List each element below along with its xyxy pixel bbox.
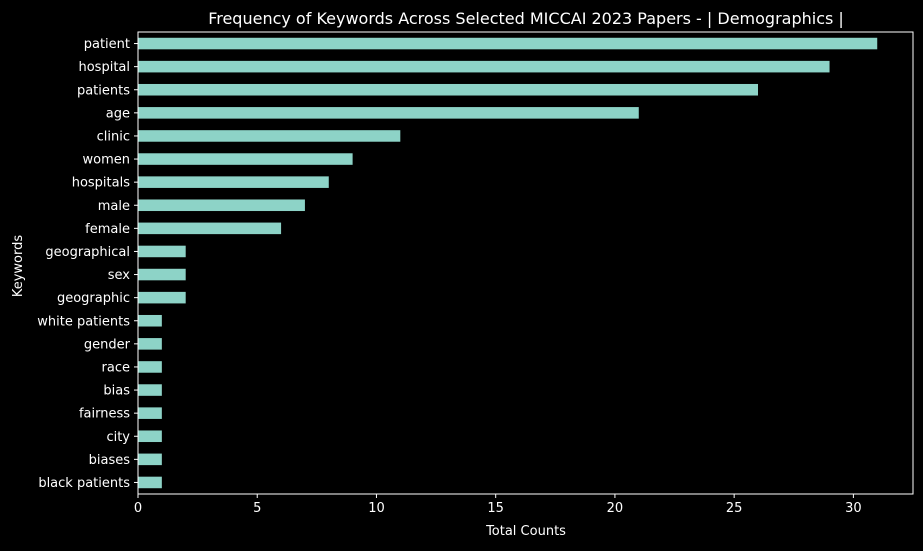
y-axis-label: Keywords [11, 235, 26, 298]
y-tick-label-sex: sex [108, 268, 131, 283]
bar-age [138, 107, 639, 119]
bar-patients [138, 83, 758, 96]
y-tick-label-patients: patients [77, 83, 130, 98]
y-tick-label-bias: bias [103, 384, 130, 399]
y-tick-label-gender: gender [84, 337, 131, 352]
chart-title: Frequency of Keywords Across Selected MI… [208, 9, 844, 28]
y-tick-label-female: female [85, 222, 130, 237]
x-tick-label-0: 0 [134, 501, 142, 516]
bar-race [138, 361, 162, 373]
bar-clinic [138, 130, 401, 142]
bar-bias [138, 384, 162, 396]
bar-geographic [138, 291, 186, 304]
bar-geographical [138, 245, 186, 258]
y-tick-label-race: race [102, 360, 130, 375]
bar-hospitals [138, 176, 329, 188]
bar-biases [138, 453, 162, 466]
x-axis-label: Total Counts [485, 524, 566, 539]
bar-male [138, 199, 305, 212]
y-tick-label-women: women [83, 153, 131, 168]
y-tick-label-hospital: hospital [78, 60, 130, 75]
x-tick-label-15: 15 [487, 501, 504, 516]
bar-white-patients [138, 314, 162, 327]
y-tick-label-white-patients: white patients [37, 314, 130, 329]
x-tick-label-10: 10 [368, 501, 385, 516]
bar-female [138, 222, 282, 235]
y-tick-label-geographic: geographic [57, 291, 130, 306]
bar-gender [138, 338, 162, 350]
bar-black-patients [138, 476, 162, 489]
bar-fairness [138, 407, 162, 419]
y-tick-label-city: city [106, 430, 130, 445]
bar-women [138, 153, 353, 165]
y-tick-label-male: male [98, 199, 130, 214]
bars-layer [138, 37, 878, 489]
bar-patient [138, 37, 878, 50]
bar-sex [138, 268, 186, 281]
y-tick-label-hospitals: hospitals [72, 176, 131, 191]
y-tick-label-biases: biases [89, 453, 131, 468]
bar-city [138, 430, 162, 443]
y-tick-label-age: age [106, 106, 130, 121]
y-tick-label-patient: patient [84, 37, 130, 52]
x-tick-label-30: 30 [845, 501, 862, 516]
y-tick-label-clinic: clinic [97, 129, 130, 144]
axes-layer: patient hospital patients age clinic women hos… [37, 31, 914, 516]
y-tick-label-fairness: fairness [79, 407, 130, 422]
bar-hospital [138, 60, 830, 73]
y-tick-label-geographical: geographical [45, 245, 130, 260]
x-tick-label-20: 20 [607, 501, 624, 516]
y-tick-label-black-patients: black patients [38, 476, 130, 491]
x-tick-label-25: 25 [726, 501, 743, 516]
x-tick-label-5: 5 [253, 501, 261, 516]
plot-frame [137, 31, 914, 495]
